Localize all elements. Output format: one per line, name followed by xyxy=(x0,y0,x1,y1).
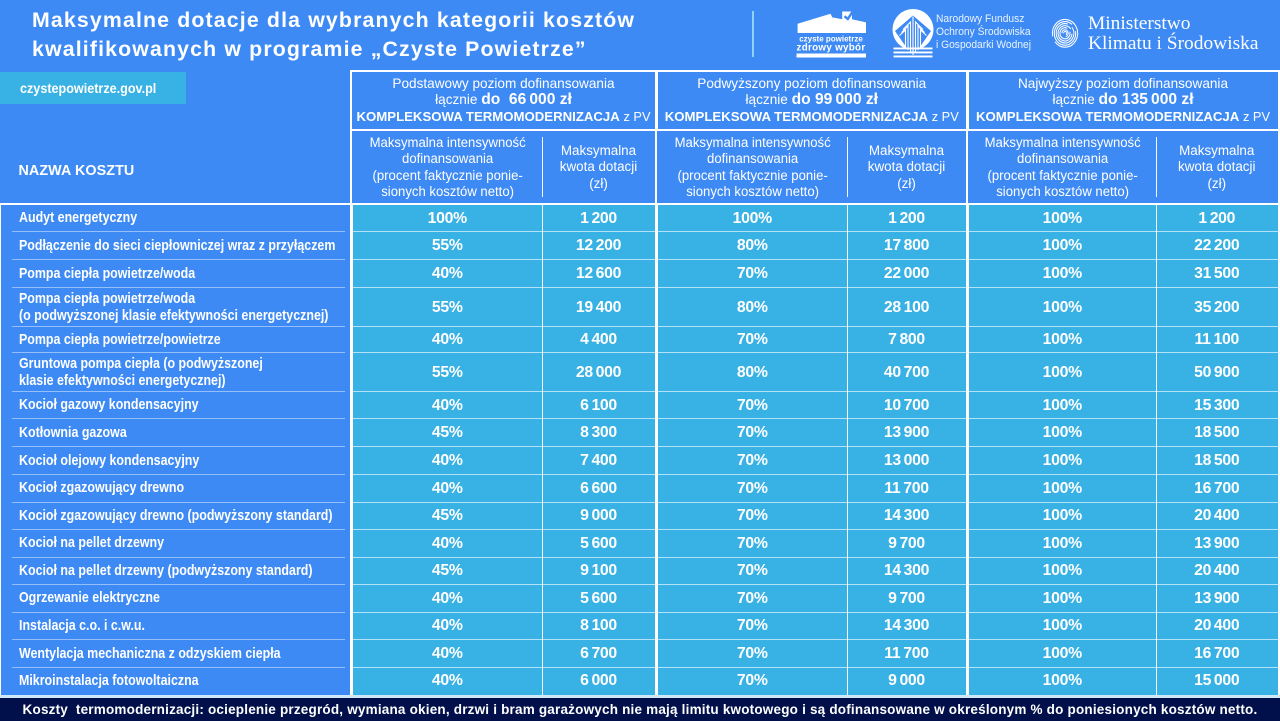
svg-text:zdrowy wybór: zdrowy wybór xyxy=(797,43,866,54)
svg-text:czyste powietrze: czyste powietrze xyxy=(799,34,863,43)
